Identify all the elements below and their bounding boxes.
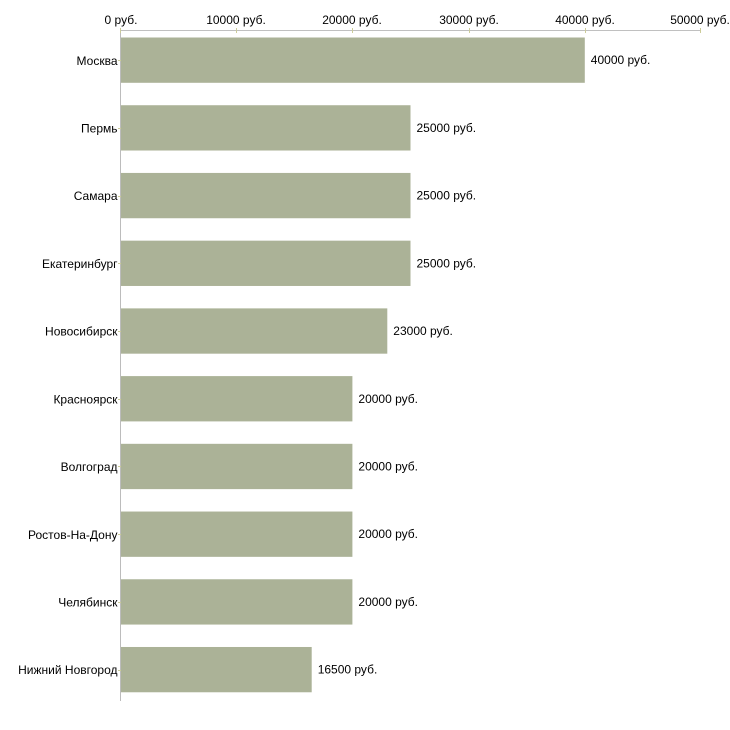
- svg-text:40000 руб.: 40000 руб.: [591, 53, 651, 67]
- svg-text:30000 руб.: 30000 руб.: [439, 13, 499, 27]
- svg-text:Челябинск: Челябинск: [58, 596, 118, 610]
- svg-text:23000 руб.: 23000 руб.: [393, 324, 453, 338]
- svg-text:20000 руб.: 20000 руб.: [358, 527, 418, 541]
- svg-text:Нижний Новгород: Нижний Новгород: [18, 663, 117, 677]
- svg-text:20000 руб.: 20000 руб.: [322, 13, 382, 27]
- svg-text:20000 руб.: 20000 руб.: [358, 595, 418, 609]
- svg-text:16500 руб.: 16500 руб.: [318, 663, 378, 677]
- svg-text:25000 руб.: 25000 руб.: [417, 256, 477, 270]
- svg-text:25000 руб.: 25000 руб.: [417, 189, 477, 203]
- svg-text:20000 руб.: 20000 руб.: [358, 392, 418, 406]
- svg-text:Красноярск: Красноярск: [53, 392, 118, 406]
- svg-text:Москва: Москва: [77, 54, 118, 68]
- svg-text:0 руб.: 0 руб.: [105, 13, 138, 27]
- svg-text:Новосибирск: Новосибирск: [45, 325, 118, 339]
- svg-text:Екатеринбург: Екатеринбург: [42, 257, 118, 271]
- svg-text:25000 руб.: 25000 руб.: [417, 121, 477, 135]
- svg-text:Волгоград: Волгоград: [61, 460, 118, 474]
- svg-text:Ростов-На-Дону: Ростов-На-Дону: [28, 528, 117, 542]
- svg-text:Самара: Самара: [74, 189, 118, 203]
- svg-text:20000 руб.: 20000 руб.: [358, 459, 418, 473]
- svg-text:Пермь: Пермь: [81, 121, 117, 135]
- svg-text:10000 руб.: 10000 руб.: [206, 13, 266, 27]
- svg-text:50000 руб.: 50000 руб.: [670, 13, 730, 27]
- svg-text:40000 руб.: 40000 руб.: [555, 13, 615, 27]
